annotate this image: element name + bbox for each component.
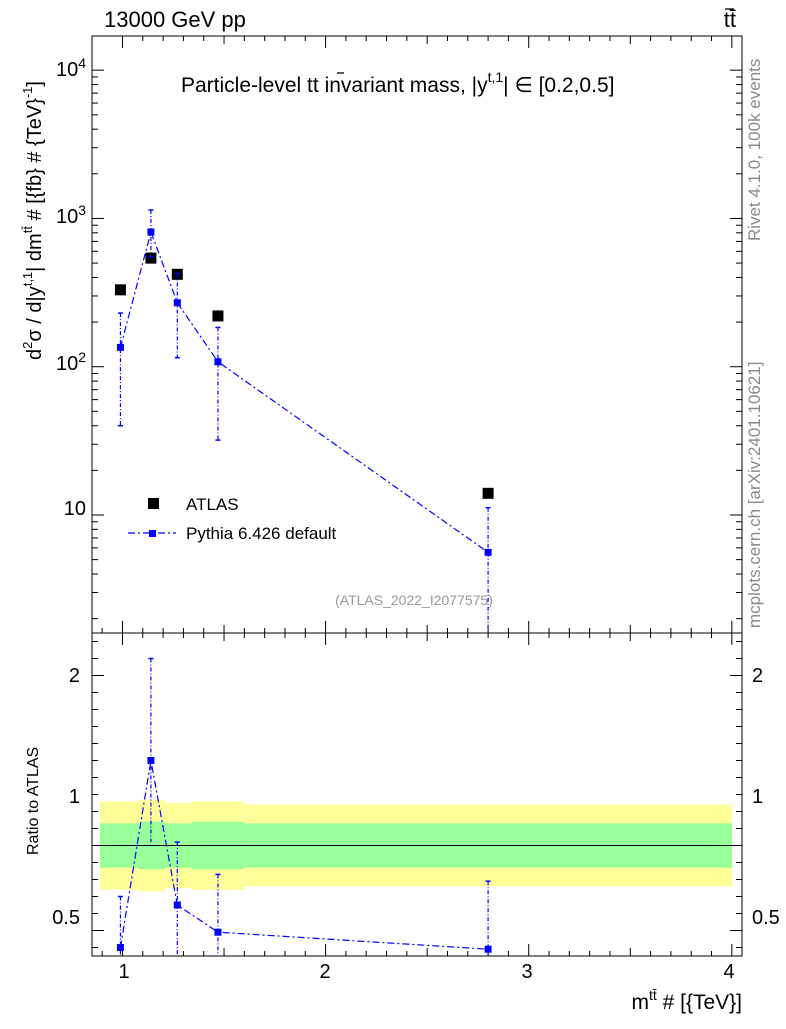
main-frame [91,35,743,634]
ratio-ylabel: Ratio to ATLAS [25,747,42,855]
main-title: Particle-level tt invariant mass, |yt,1|… [181,69,614,97]
main-ytick-label-1e3: 103 [56,202,86,228]
legend-mc-marker [149,530,156,537]
ratio-ytick-label-1: 1 [69,786,80,808]
xtick-label-1: 1 [118,961,129,983]
process-label: tt̄ [724,7,736,32]
ratio-pythia-data-point [484,945,492,953]
atlas-data-point [482,487,494,499]
xtick-label-3: 3 [521,961,532,983]
mcplots-source-label: mcplots.cern.ch [arXiv:2401.10621] [745,361,764,628]
pythia-data-point [116,343,124,351]
xtick-label-4: 4 [723,961,734,983]
ratio-ytick-label-2: 2 [69,665,80,687]
atlas-data-point [114,284,126,296]
ratio-ytick-label-right-0.5: 0.5 [752,907,780,929]
pythia-data-point [173,299,181,307]
ratio-ytick-label-right-2: 2 [752,665,763,687]
analysis-watermark: (ATLAS_2022_I2077575) [335,592,493,608]
legend-atlas-marker [148,498,159,509]
pythia-data-point [484,548,492,556]
atlas-data-point [145,252,157,264]
legend-mc-label: Pythia 6.426 default [186,524,337,543]
ratio-pythia-data-point [214,928,222,936]
ratio-frame [91,632,743,957]
rivet-version-label: Rivet 4.1.0, 100k events [745,58,764,241]
main-ytick-label-1e2: 102 [56,349,86,375]
x-axis-label: mtt̄ # [{TeV}] [631,987,742,1014]
ratio-pythia-data-point [147,757,155,764]
xtick-label-2: 2 [319,961,330,983]
atlas-data-point [212,310,224,322]
main-ylabel: d2σ / d|yt,1| dmtt̄ # [{fb} # {TeV}-1] [20,81,46,360]
ratio-ytick-label-0.5: 0.5 [52,907,80,929]
ratio-pythia-data-point [173,901,181,909]
legend-atlas-label: ATLAS [186,495,239,514]
main-ytick-label-1e4: 104 [56,55,86,81]
pythia-line [119,230,489,553]
ratio-ytick-label-right-1: 1 [752,786,763,808]
ratio-pythia-data-point [116,944,124,951]
pythia-data-point [214,358,222,366]
pythia-data-point [147,228,155,236]
main-ytick-label-10: 10 [64,498,86,520]
energy-label: 13000 GeV pp [104,7,246,32]
